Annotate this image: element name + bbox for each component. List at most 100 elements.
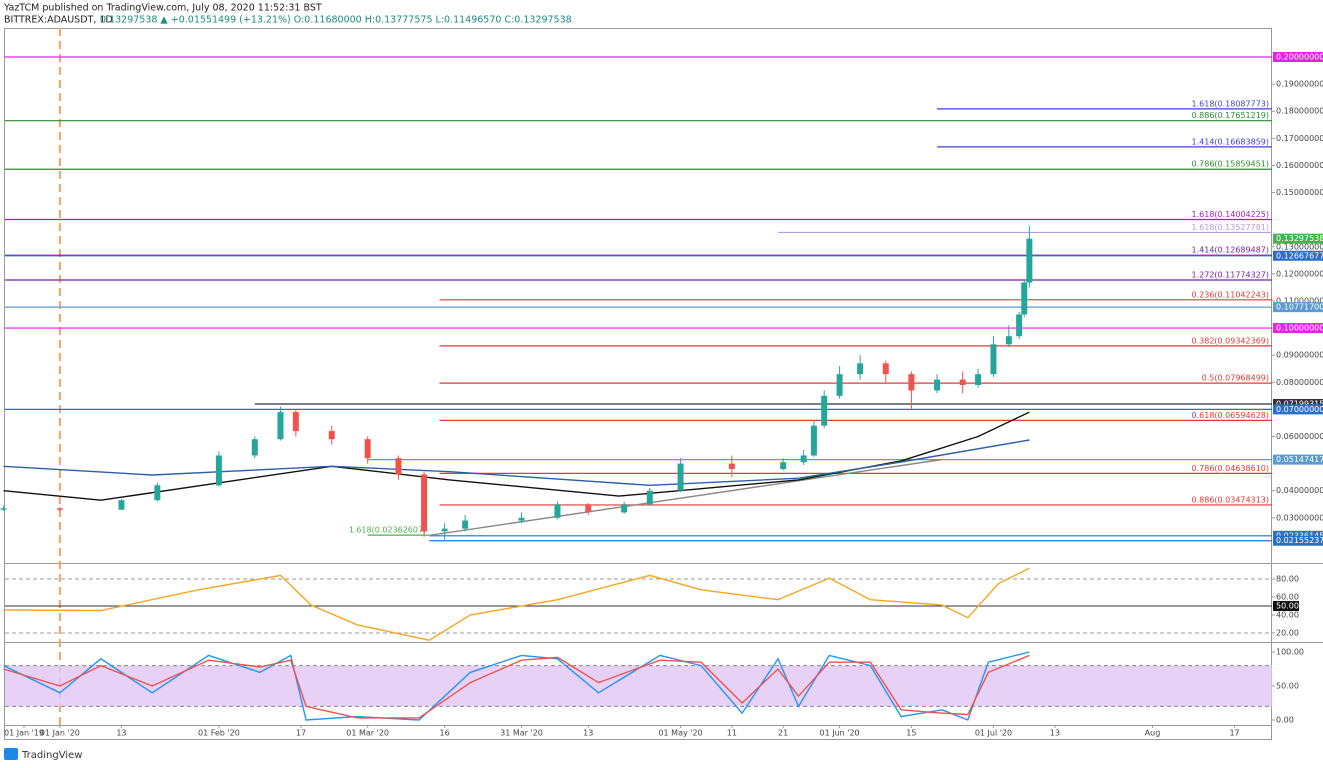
publisher: YazTCM published on TradingView.com, Jul…	[3, 3, 322, 14]
level-label: 0.618(0.06594628)	[1192, 411, 1270, 420]
price-tag	[1273, 398, 1323, 409]
band	[5, 665, 1272, 707]
candle-body	[251, 439, 258, 456]
candle-body	[821, 395, 828, 426]
candle-body	[975, 374, 982, 385]
candle-body	[836, 374, 843, 396]
level-label: 0.236(0.11042243)	[1192, 290, 1270, 299]
level-label: 1.414(0.12689487)	[1192, 246, 1270, 255]
price-tag	[1273, 404, 1323, 415]
candle-body	[908, 374, 915, 391]
candle-body	[882, 363, 889, 375]
x-tick-label: 01 Jun '20	[820, 729, 860, 738]
price-tag-label: 50.00	[1276, 602, 1299, 611]
level-label: 1.618(0.18087773)	[1192, 99, 1270, 108]
y-tick-label: 0.09000000	[1276, 351, 1323, 360]
level-label: 0.886(0.17651219)	[1192, 111, 1270, 120]
x-tick-label: 01 Feb '20	[198, 729, 240, 738]
x-tick-label: 01 Jan '20	[40, 729, 80, 738]
price-tag-label: 0.05147417	[1276, 455, 1323, 464]
level-label: 0.786(0.04638610)	[1192, 464, 1270, 473]
price-tag-label: 0.02155237	[1276, 536, 1323, 545]
candle-body	[277, 412, 284, 440]
candle-body	[1016, 314, 1023, 337]
y-tick-label: 20.00	[1276, 628, 1299, 637]
x-tick-label: 01 Mar '20	[346, 729, 389, 738]
indicator-line	[3, 654, 1030, 719]
candle-body	[646, 490, 653, 505]
candle-body	[1005, 336, 1012, 345]
candle-body	[328, 431, 335, 440]
level-label: 1.272(0.11774327)	[1192, 270, 1270, 279]
trendline	[429, 458, 943, 537]
x-tick-label: 13	[116, 729, 126, 738]
candle-body	[621, 504, 628, 513]
price-tag-label: 0.10771700	[1276, 303, 1323, 312]
candle-body	[421, 474, 428, 532]
footer: TradingView	[21, 750, 82, 761]
x-tick-label: 11	[727, 729, 737, 738]
candle-body	[959, 379, 966, 385]
candle-body	[800, 455, 807, 463]
candle-body	[0, 508, 7, 510]
price-tag	[1273, 233, 1323, 244]
candle-body	[441, 528, 448, 532]
price-tag-label: 0.20000000	[1276, 53, 1323, 62]
candle-body	[990, 344, 997, 375]
candle-body	[934, 379, 941, 391]
price-tag	[1273, 454, 1323, 465]
candle-body	[462, 520, 469, 529]
y-tick-label: 0.13000000	[1276, 242, 1323, 251]
indicator-line	[3, 567, 1030, 641]
level-label: 0.786(0.15859451)	[1192, 160, 1270, 169]
candle-body	[395, 458, 402, 475]
x-tick-label: 17	[296, 729, 306, 738]
candle-body	[554, 504, 561, 518]
moving-average	[3, 411, 1030, 501]
candle-body	[857, 363, 864, 375]
y-tick-label: 0.15000000	[1276, 188, 1323, 197]
price-tag	[1273, 52, 1323, 63]
price-tag	[1273, 302, 1323, 313]
level-label: 1.618(0.02362607)	[349, 526, 427, 535]
price-tag-label: 0.07199315	[1276, 399, 1323, 408]
x-tick-label: 21	[778, 729, 788, 738]
x-tick-label: 31 Mar '20	[500, 729, 543, 738]
y-tick-label: 60.00	[1276, 593, 1299, 602]
price-tag-label: 0.12667677	[1276, 251, 1323, 260]
quote: 0.13297538 ▲ +0.01551499 (+13.21%) O:0.1…	[100, 15, 572, 26]
x-tick-label: 13	[1050, 729, 1060, 738]
y-tick-label: 0.17000000	[1276, 134, 1323, 143]
y-tick-label: 0.08000000	[1276, 378, 1323, 387]
y-tick-label: 0.16000000	[1276, 161, 1323, 170]
y-tick-label: 80.00	[1276, 575, 1299, 584]
x-tick-label: 01 May '20	[658, 729, 702, 738]
x-tick-label: 01 Jan '19	[4, 729, 44, 738]
price-tag	[1273, 601, 1299, 612]
candle-body	[677, 463, 684, 491]
moving-average	[3, 439, 1030, 487]
price-tag-label: 0.10000000	[1276, 324, 1323, 333]
candle-body	[1021, 282, 1028, 315]
x-tick-label: 16	[440, 729, 450, 738]
price-tag	[1273, 250, 1323, 261]
frame	[4, 28, 1272, 740]
price-tag-label: 0.13297538	[1276, 234, 1323, 243]
candle-body	[1026, 238, 1033, 283]
candle-body	[518, 517, 525, 521]
x-tick-label: 01 Jul '20	[975, 729, 1012, 738]
x-tick-label: 13	[583, 729, 593, 738]
x-tick-label: Aug	[1145, 729, 1161, 738]
price-tag	[1273, 535, 1323, 546]
x-tick-label: 17	[1229, 729, 1239, 738]
y-tick-label: 50.00	[1276, 681, 1299, 690]
y-tick-label: 40.00	[1276, 611, 1299, 620]
level-label: 1.618(0.13527781)	[1192, 223, 1270, 232]
y-tick-label: 0.00	[1276, 715, 1294, 724]
level-label: 1.618(0.14004225)	[1192, 210, 1270, 219]
y-tick-label: 0.12000000	[1276, 269, 1323, 278]
candle-body	[780, 462, 787, 470]
y-tick-label: 0.18000000	[1276, 107, 1323, 116]
